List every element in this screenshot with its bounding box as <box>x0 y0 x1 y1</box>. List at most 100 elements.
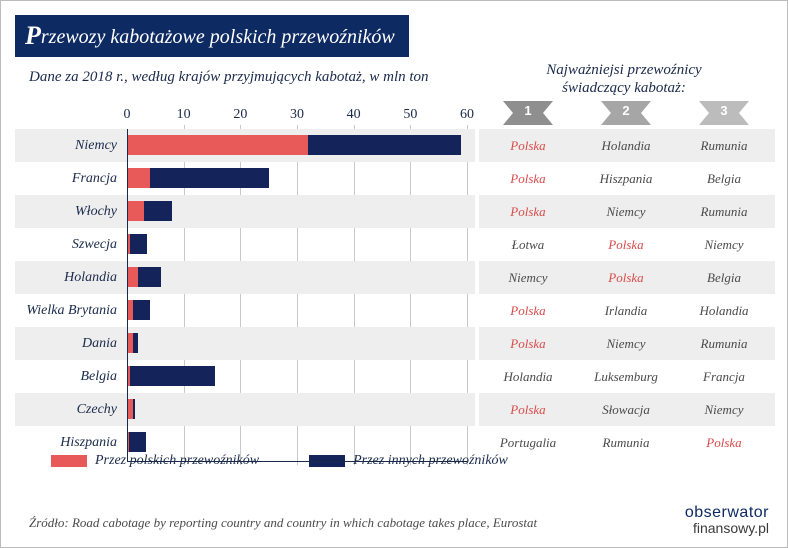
title-rest: rzewozy kabotażowe polskich przewoźników <box>41 26 395 48</box>
rank-cell: Rumunia <box>577 435 675 451</box>
bar-other <box>133 333 139 353</box>
rank-cell: Belgia <box>675 171 773 187</box>
category-label: Hiszpania <box>15 435 125 451</box>
x-tick-label: 40 <box>347 107 361 123</box>
rank-row: PolskaIrlandiaHolandia <box>479 294 775 327</box>
source-text: Źródło: Road cabotage by reporting count… <box>29 515 537 531</box>
rank-badge-col: 3 <box>675 101 773 129</box>
bar-group <box>127 168 269 188</box>
rank-badge: 1 <box>503 101 553 125</box>
rank-row: PolskaHiszpaniaBelgia <box>479 162 775 195</box>
bar-other <box>150 168 269 188</box>
x-tick-label: 30 <box>290 107 304 123</box>
rank-cell: Francja <box>675 369 773 385</box>
chart-row: Szwecja <box>15 228 475 261</box>
bar-other <box>308 135 461 155</box>
rank-cell: Łotwa <box>479 237 577 253</box>
x-tick-label: 60 <box>460 107 474 123</box>
rank-row: PolskaHolandiaRumunia <box>479 129 775 162</box>
chart-row: Holandia <box>15 261 475 294</box>
x-tick-label: 10 <box>177 107 191 123</box>
rank-cell: Niemcy <box>577 336 675 352</box>
bar-group <box>127 201 172 221</box>
category-label: Niemcy <box>15 138 125 154</box>
bar-group <box>127 432 146 452</box>
bar-polish <box>127 201 144 221</box>
bar-other <box>133 300 150 320</box>
x-tick-label: 20 <box>233 107 247 123</box>
bar-group <box>127 366 215 386</box>
rank-cell: Polska <box>479 204 577 220</box>
bar-group <box>127 300 150 320</box>
category-label: Dania <box>15 336 125 352</box>
rank-cell: Luksemburg <box>577 369 675 385</box>
chart-row: Czechy <box>15 393 475 426</box>
rank-cell: Polska <box>577 270 675 286</box>
ranks-table: 123 PolskaHolandiaRumuniaPolskaHiszpania… <box>479 101 775 129</box>
rank-cell: Niemcy <box>577 204 675 220</box>
rank-cell: Belgia <box>675 270 773 286</box>
rank-cell: Niemcy <box>675 402 773 418</box>
x-tick-label: 50 <box>403 107 417 123</box>
rank-badge-col: 1 <box>479 101 577 129</box>
rank-cell: Polska <box>675 435 773 451</box>
category-label: Wielka Brytania <box>15 303 125 319</box>
bar-other <box>144 201 172 221</box>
chart-row: Belgia <box>15 360 475 393</box>
rank-cell: Rumunia <box>675 138 773 154</box>
chart-row: Francja <box>15 162 475 195</box>
legend-swatch-a <box>51 455 87 467</box>
bar-other <box>130 366 215 386</box>
category-label: Szwecja <box>15 237 125 253</box>
ranks-body: PolskaHolandiaRumuniaPolskaHiszpaniaBelg… <box>479 129 775 459</box>
chart-rows: Niemcy Francja Włochy Szwecja Holandia Wielka… <box>15 129 475 459</box>
rank-row: PolskaNiemcyRumunia <box>479 195 775 228</box>
rank-cell: Holandia <box>577 138 675 154</box>
category-label: Holandia <box>15 270 125 286</box>
rank-cell: Polska <box>479 171 577 187</box>
bar-other <box>130 234 147 254</box>
rank-row: PolskaNiemcyRumunia <box>479 327 775 360</box>
rank-cell: Polska <box>479 402 577 418</box>
bar-group <box>127 135 461 155</box>
page-title: Przewozy kabotażowe polskich przewoźnikó… <box>15 15 409 57</box>
rank-cell: Rumunia <box>675 336 773 352</box>
rank-badge-col: 2 <box>577 101 675 129</box>
rank-cell: Rumunia <box>675 204 773 220</box>
chart-row: Dania <box>15 327 475 360</box>
rank-row: HolandiaLuksemburgFrancja <box>479 360 775 393</box>
rank-badge: 3 <box>699 101 749 125</box>
rank-cell: Słowacja <box>577 402 675 418</box>
bar-other <box>133 399 136 419</box>
category-label: Francja <box>15 171 125 187</box>
bar-group <box>127 333 138 353</box>
bar-group <box>127 399 135 419</box>
rank-cell: Holandia <box>479 369 577 385</box>
bar-polish <box>127 135 308 155</box>
ranks-header-row: 1 2 3 <box>479 101 775 129</box>
rank-row: NiemcyPolskaBelgia <box>479 261 775 294</box>
x-axis: 0102030405060 <box>15 101 475 129</box>
bar-other <box>138 267 161 287</box>
x-axis-line <box>127 461 467 462</box>
publisher-logo: obserwator finansowy.pl <box>685 505 769 535</box>
category-label: Belgia <box>15 369 125 385</box>
bar-group <box>127 267 161 287</box>
rank-row: ŁotwaPolskaNiemcy <box>479 228 775 261</box>
chart-row: Niemcy <box>15 129 475 162</box>
ranks-header: Najważniejsi przewoźnicy świadczący kabo… <box>479 61 769 97</box>
bar-group <box>127 234 147 254</box>
bar-polish <box>127 267 138 287</box>
category-label: Czechy <box>15 402 125 418</box>
rank-cell: Irlandia <box>577 303 675 319</box>
rank-badge: 2 <box>601 101 651 125</box>
rank-cell: Hiszpania <box>577 171 675 187</box>
rank-cell: Portugalia <box>479 435 577 451</box>
bar-polish <box>127 168 150 188</box>
subtitle: Dane za 2018 r., według krajów przyjmują… <box>29 69 429 86</box>
y-axis-line <box>127 129 128 461</box>
category-label: Włochy <box>15 204 125 220</box>
bar-other <box>129 432 146 452</box>
rank-cell: Polska <box>577 237 675 253</box>
rank-cell: Niemcy <box>479 270 577 286</box>
